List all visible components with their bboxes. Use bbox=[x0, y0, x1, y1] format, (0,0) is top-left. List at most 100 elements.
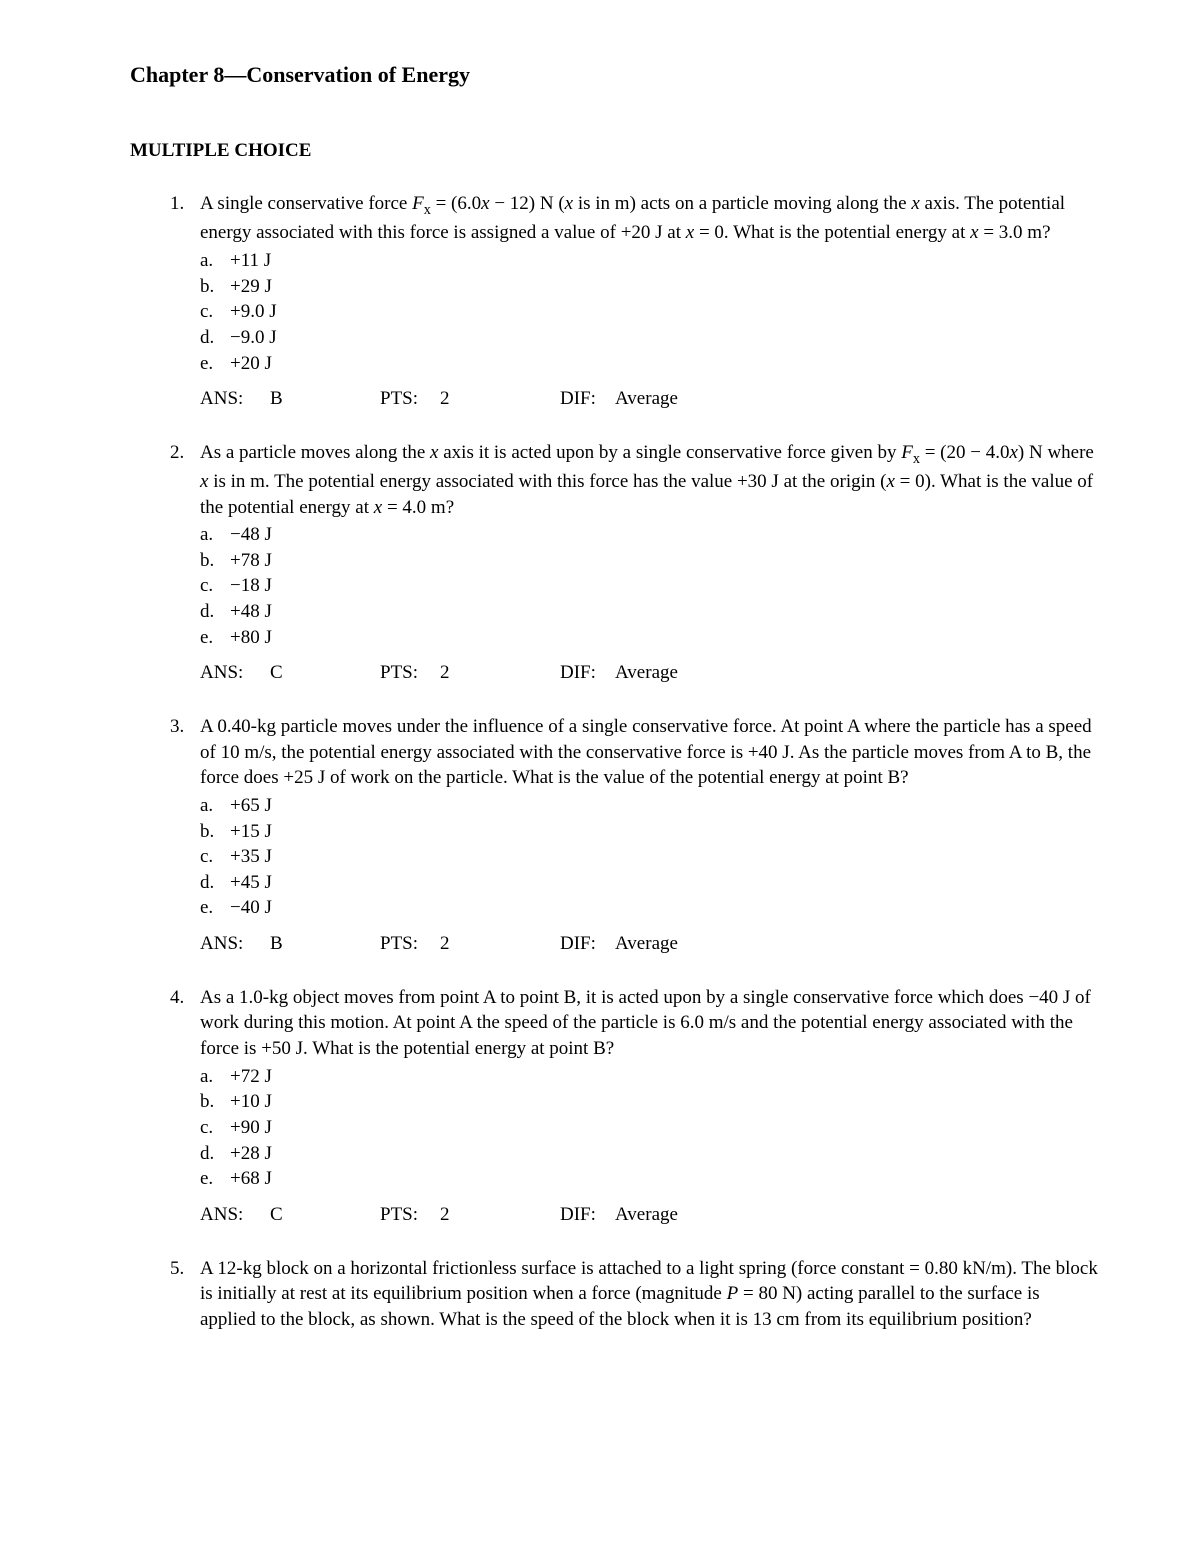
question-body: A 12-kg block on a horizontal frictionle… bbox=[200, 1256, 1100, 1335]
dif-label: DIF: bbox=[560, 931, 615, 957]
choice-row: b. +15 J bbox=[200, 819, 1100, 845]
choice-letter: a. bbox=[200, 1064, 230, 1090]
choice-row: d. +45 J bbox=[200, 870, 1100, 896]
question-number: 3. bbox=[170, 714, 200, 740]
choice-letter: b. bbox=[200, 1089, 230, 1115]
question-body: A 0.40-kg particle moves under the influ… bbox=[200, 714, 1100, 957]
choice-letter: b. bbox=[200, 274, 230, 300]
answer-row: ANS: B PTS: 2 DIF: Average bbox=[200, 386, 1100, 412]
ans-value: C bbox=[270, 1202, 380, 1228]
choice-row: d. −9.0 J bbox=[200, 325, 1100, 351]
choice-text: +68 J bbox=[230, 1166, 272, 1192]
answer-row: ANS: C PTS: 2 DIF: Average bbox=[200, 660, 1100, 686]
choice-row: e. −40 J bbox=[200, 895, 1100, 921]
choice-row: e. +20 J bbox=[200, 351, 1100, 377]
question-text: As a particle moves along the x axis it … bbox=[200, 440, 1100, 520]
pts-label: PTS: bbox=[380, 1202, 440, 1228]
choice-letter: a. bbox=[200, 248, 230, 274]
choice-letter: c. bbox=[200, 1115, 230, 1141]
choice-letter: a. bbox=[200, 793, 230, 819]
chapter-title: Chapter 8—Conservation of Energy bbox=[130, 60, 1100, 90]
question-block: 5. A 12-kg block on a horizontal frictio… bbox=[130, 1256, 1100, 1335]
choice-letter: e. bbox=[200, 895, 230, 921]
choice-row: a. +72 J bbox=[200, 1064, 1100, 1090]
answer-row: ANS: B PTS: 2 DIF: Average bbox=[200, 931, 1100, 957]
ans-label: ANS: bbox=[200, 931, 270, 957]
questions-container: 1. A single conservative force Fx = (6.0… bbox=[130, 191, 1100, 1334]
question-block: 1. A single conservative force Fx = (6.0… bbox=[130, 191, 1100, 412]
choice-list: a. +11 J b. +29 J c. +9.0 J d. −9.0 J e.… bbox=[200, 248, 1100, 376]
pts-label: PTS: bbox=[380, 931, 440, 957]
choice-letter: b. bbox=[200, 548, 230, 574]
question-number: 4. bbox=[170, 985, 200, 1011]
choice-letter: c. bbox=[200, 299, 230, 325]
ans-value: B bbox=[270, 386, 380, 412]
question-body: As a particle moves along the x axis it … bbox=[200, 440, 1100, 686]
choice-row: c. +9.0 J bbox=[200, 299, 1100, 325]
choice-list: a. +72 J b. +10 J c. +90 J d. +28 J e. +… bbox=[200, 1064, 1100, 1192]
question-text: A 12-kg block on a horizontal frictionle… bbox=[200, 1256, 1100, 1333]
choice-letter: e. bbox=[200, 625, 230, 651]
question-row: 4. As a 1.0-kg object moves from point A… bbox=[170, 985, 1100, 1228]
section-title: MULTIPLE CHOICE bbox=[130, 138, 1100, 164]
choice-row: e. +68 J bbox=[200, 1166, 1100, 1192]
choice-text: +29 J bbox=[230, 274, 272, 300]
question-body: A single conservative force Fx = (6.0x −… bbox=[200, 191, 1100, 412]
choice-row: b. +78 J bbox=[200, 548, 1100, 574]
page: Chapter 8—Conservation of Energy MULTIPL… bbox=[0, 0, 1200, 1553]
choice-row: a. −48 J bbox=[200, 522, 1100, 548]
choice-text: +72 J bbox=[230, 1064, 272, 1090]
choice-letter: d. bbox=[200, 870, 230, 896]
answer-row: ANS: C PTS: 2 DIF: Average bbox=[200, 1202, 1100, 1228]
choice-row: a. +65 J bbox=[200, 793, 1100, 819]
choice-letter: d. bbox=[200, 325, 230, 351]
dif-value: Average bbox=[615, 931, 735, 957]
question-number: 2. bbox=[170, 440, 200, 466]
choice-row: b. +29 J bbox=[200, 274, 1100, 300]
choice-text: +78 J bbox=[230, 548, 272, 574]
choice-row: c. +90 J bbox=[200, 1115, 1100, 1141]
choice-row: c. −18 J bbox=[200, 573, 1100, 599]
question-row: 3. A 0.40-kg particle moves under the in… bbox=[170, 714, 1100, 957]
choice-row: d. +48 J bbox=[200, 599, 1100, 625]
pts-value: 2 bbox=[440, 386, 560, 412]
choice-letter: e. bbox=[200, 1166, 230, 1192]
ans-label: ANS: bbox=[200, 386, 270, 412]
question-text: As a 1.0-kg object moves from point A to… bbox=[200, 985, 1100, 1062]
question-row: 5. A 12-kg block on a horizontal frictio… bbox=[170, 1256, 1100, 1335]
ans-label: ANS: bbox=[200, 660, 270, 686]
choice-text: +15 J bbox=[230, 819, 272, 845]
dif-value: Average bbox=[615, 1202, 735, 1228]
pts-label: PTS: bbox=[380, 386, 440, 412]
choice-letter: d. bbox=[200, 599, 230, 625]
question-block: 3. A 0.40-kg particle moves under the in… bbox=[130, 714, 1100, 957]
question-number: 1. bbox=[170, 191, 200, 217]
choice-text: +11 J bbox=[230, 248, 271, 274]
pts-label: PTS: bbox=[380, 660, 440, 686]
choice-letter: e. bbox=[200, 351, 230, 377]
choice-row: d. +28 J bbox=[200, 1141, 1100, 1167]
question-row: 1. A single conservative force Fx = (6.0… bbox=[170, 191, 1100, 412]
choice-text: +20 J bbox=[230, 351, 272, 377]
choice-letter: b. bbox=[200, 819, 230, 845]
question-block: 4. As a 1.0-kg object moves from point A… bbox=[130, 985, 1100, 1228]
dif-value: Average bbox=[615, 660, 735, 686]
choice-list: a. +65 J b. +15 J c. +35 J d. +45 J e. −… bbox=[200, 793, 1100, 921]
choice-text: −40 J bbox=[230, 895, 272, 921]
choice-row: a. +11 J bbox=[200, 248, 1100, 274]
choice-text: +48 J bbox=[230, 599, 272, 625]
choice-text: +28 J bbox=[230, 1141, 272, 1167]
question-number: 5. bbox=[170, 1256, 200, 1282]
choice-text: +35 J bbox=[230, 844, 272, 870]
choice-row: e. +80 J bbox=[200, 625, 1100, 651]
choice-row: b. +10 J bbox=[200, 1089, 1100, 1115]
dif-label: DIF: bbox=[560, 386, 615, 412]
choice-text: +80 J bbox=[230, 625, 272, 651]
choice-letter: c. bbox=[200, 844, 230, 870]
dif-label: DIF: bbox=[560, 1202, 615, 1228]
choice-text: +90 J bbox=[230, 1115, 272, 1141]
question-block: 2. As a particle moves along the x axis … bbox=[130, 440, 1100, 686]
question-body: As a 1.0-kg object moves from point A to… bbox=[200, 985, 1100, 1228]
pts-value: 2 bbox=[440, 1202, 560, 1228]
choice-text: +45 J bbox=[230, 870, 272, 896]
